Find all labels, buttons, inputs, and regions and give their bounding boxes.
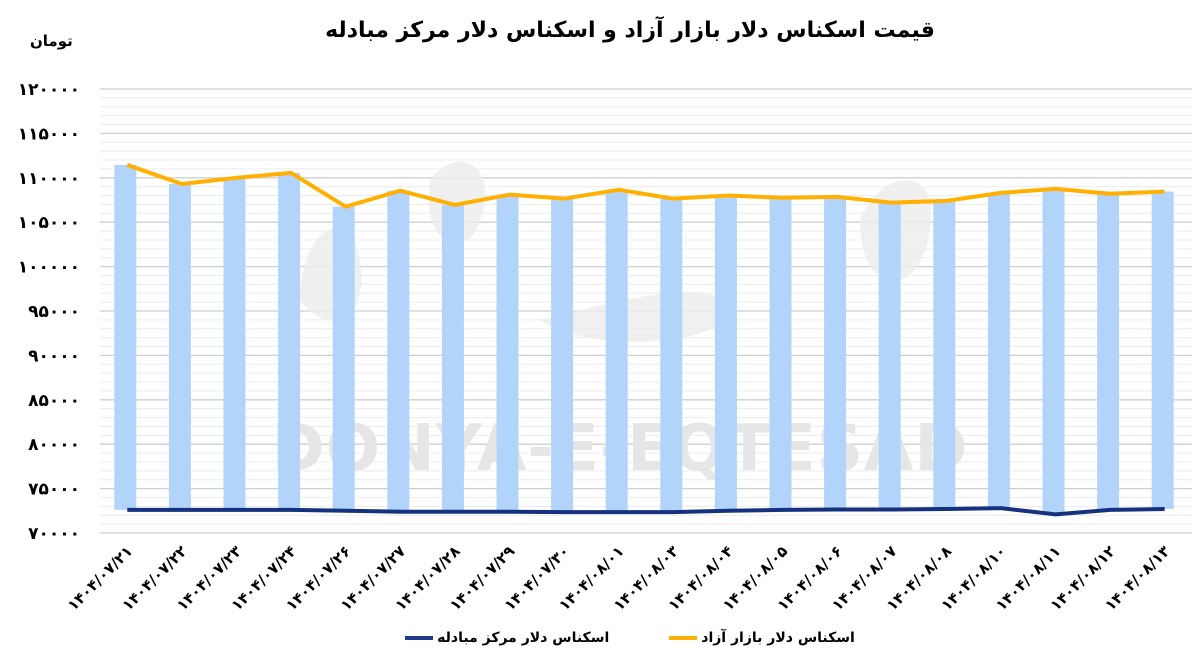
x-axis-ticks: ۱۴۰۴/۰۷/۲۱۱۴۰۴/۰۷/۲۲۱۴۰۴/۰۷/۲۳۱۴۰۴/۰۷/۲۴… (64, 542, 1174, 614)
spread-bar (387, 190, 410, 512)
y-tick-label: ۱۱۵۰۰۰ (18, 124, 80, 144)
y-tick-label: ۷۵۰۰۰ (28, 480, 80, 500)
y-tick-label: ۱۰۰۰۰۰ (18, 258, 80, 278)
spread-bar (1151, 191, 1174, 510)
spread-bar (824, 196, 847, 510)
legend-item-official: اسکناس دلار مرکز مبادله (405, 630, 609, 646)
y-tick-label: ۸۵۰۰۰ (28, 391, 80, 411)
spread-bar (496, 194, 519, 512)
legend-swatch-orange-icon (669, 636, 698, 640)
y-tick-label: ۹۵۰۰۰ (28, 302, 80, 322)
spread-bar (114, 164, 137, 510)
spread-bar (660, 198, 683, 513)
y-tick-label: ۱۰۵۰۰۰ (18, 213, 80, 233)
spread-bar (168, 184, 191, 510)
legend-label: اسکناس دلار مرکز مبادله (437, 630, 610, 646)
y-tick-label: ۷۰۰۰۰ (28, 524, 80, 544)
legend-item-free-market: اسکناس دلار بازار آزاد (669, 630, 855, 646)
free-market-line (126, 163, 1165, 209)
spread-bar (769, 197, 792, 510)
legend: اسکناس دلار بازار آزاد اسکناس دلار مرکز … (0, 630, 1200, 646)
y-tick-label: ۹۰۰۰۰ (28, 346, 80, 366)
spread-bar (605, 189, 628, 513)
spread-bar (278, 172, 301, 510)
y-tick-label: ۱۱۰۰۰۰ (18, 169, 80, 189)
chart-title: قیمت اسکناس دلار بازار آزاد و اسکناس دلا… (325, 18, 935, 43)
spread-bar (332, 206, 355, 511)
spread-bar (1042, 188, 1065, 515)
legend-label: اسکناس دلار بازار آزاد (701, 630, 855, 646)
spread-bar (714, 195, 737, 511)
official-rate-line (127, 506, 1165, 517)
y-tick-label: ۱۲۰۰۰۰ (18, 80, 80, 100)
spread-bar (878, 202, 901, 510)
spread-bar (551, 198, 574, 513)
spread-bar (987, 192, 1010, 509)
y-axis-ticks: ۷۰۰۰۰ ۷۵۰۰۰ ۸۰۰۰۰ ۸۵۰۰۰ ۹۰۰۰۰ ۹۵۰۰۰ ۱۰۰۰۰۰ ۱۰۵۰… (18, 80, 80, 544)
spread-bar (1097, 193, 1120, 510)
legend-swatch-navy-icon (405, 636, 434, 640)
y-axis-unit-label: تومان (30, 32, 73, 50)
spread-bar (223, 177, 246, 510)
y-tick-label: ۸۰۰۰۰ (28, 435, 80, 455)
spread-bar (441, 204, 464, 512)
spread-bars (114, 164, 1174, 515)
spread-bar (933, 200, 956, 510)
